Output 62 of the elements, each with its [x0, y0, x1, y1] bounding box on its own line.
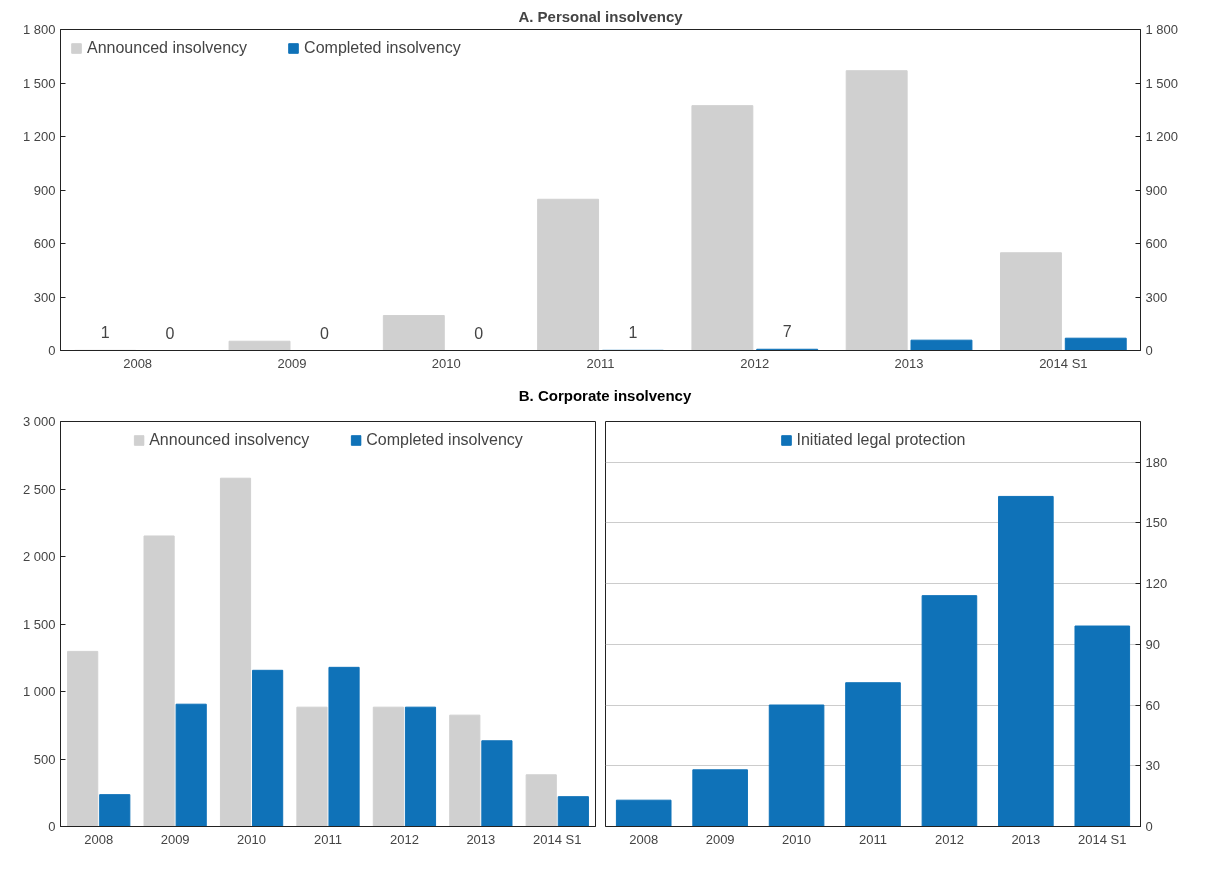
y-tick-label: 3 000 [22, 414, 56, 430]
x-tick-label: 2012 [934, 831, 964, 847]
y-tick-label: 0 [48, 343, 56, 358]
y-tick-label: 300 [33, 289, 56, 305]
data-label: 0 [319, 324, 329, 342]
legend-label: Announced insolvency [87, 39, 248, 57]
y-tick-label: 1 500 [22, 75, 56, 91]
x-tick-label: 2009 [160, 831, 190, 847]
legend-label: Completed insolvency [304, 39, 461, 57]
legend-label: Initiated legal protection [796, 431, 966, 450]
y-tick-label: 1 000 [22, 684, 56, 700]
x-tick-label: 2014 S1 [1078, 831, 1127, 847]
x-tick-label: 2013 [466, 831, 496, 847]
x-tick-label: 2008 [629, 831, 659, 847]
y2-tick-label: 30 [1145, 758, 1160, 774]
y2-tick-label: 150 [1145, 515, 1168, 531]
y-tick-label: 1 200 [22, 129, 56, 144]
x-tick-label: 2011 [586, 355, 615, 371]
data-label: 1 [628, 324, 638, 342]
chart-title: B. Corporate insolvency [518, 386, 692, 406]
legend-label: Announced insolvency [149, 431, 310, 450]
x-tick-label: 2012 [740, 355, 770, 371]
y-tick-label: 1 500 [22, 616, 56, 632]
y-tick-label: 500 [33, 751, 56, 767]
y-tick-label: 2 500 [22, 481, 56, 497]
y-tick-label: 2 000 [22, 549, 56, 565]
data-label: 1 [100, 324, 110, 342]
x-tick-label: 2010 [782, 831, 812, 847]
x-tick-label: 2011 [859, 831, 887, 847]
x-tick-label: 2011 [314, 831, 342, 847]
y2-tick-label: 0 [1145, 819, 1153, 835]
x-tick-label: 2009 [277, 355, 307, 371]
y-tick-label: 1 800 [22, 22, 56, 37]
y2-tick-label: 1 800 [1145, 22, 1179, 37]
y-tick-label: 600 [33, 236, 56, 251]
x-tick-label: 2013 [1011, 831, 1041, 847]
data-label: 0 [474, 324, 484, 342]
x-tick-label: 2013 [894, 355, 924, 371]
x-tick-label: 2008 [123, 355, 153, 371]
y2-tick-label: 180 [1145, 454, 1168, 470]
x-tick-label: 2014 S1 [533, 831, 582, 847]
y2-tick-label: 1 500 [1145, 75, 1179, 91]
x-tick-label: 2012 [389, 831, 419, 847]
y2-tick-label: 900 [1145, 182, 1168, 198]
x-tick-label: 2014 S1 [1039, 355, 1088, 371]
y2-tick-label: 120 [1145, 576, 1168, 592]
x-tick-label: 2009 [705, 831, 735, 847]
data-label: 0 [165, 324, 175, 342]
y-tick-label: 0 [48, 819, 56, 835]
y2-tick-label: 600 [1145, 236, 1168, 251]
y2-tick-label: 1 200 [1145, 129, 1179, 144]
y2-tick-label: 90 [1145, 637, 1160, 653]
x-tick-label: 2010 [431, 355, 461, 371]
chart-title: A. Personal insolvency [518, 7, 684, 25]
x-tick-label: 2008 [84, 831, 114, 847]
x-tick-label: 2010 [237, 831, 267, 847]
legend-label: Completed insolvency [366, 431, 523, 450]
y2-tick-label: 300 [1145, 289, 1168, 305]
y-tick-label: 900 [33, 182, 56, 198]
y2-tick-label: 0 [1145, 343, 1153, 358]
y2-tick-label: 60 [1145, 697, 1160, 713]
data-label: 7 [782, 323, 792, 341]
